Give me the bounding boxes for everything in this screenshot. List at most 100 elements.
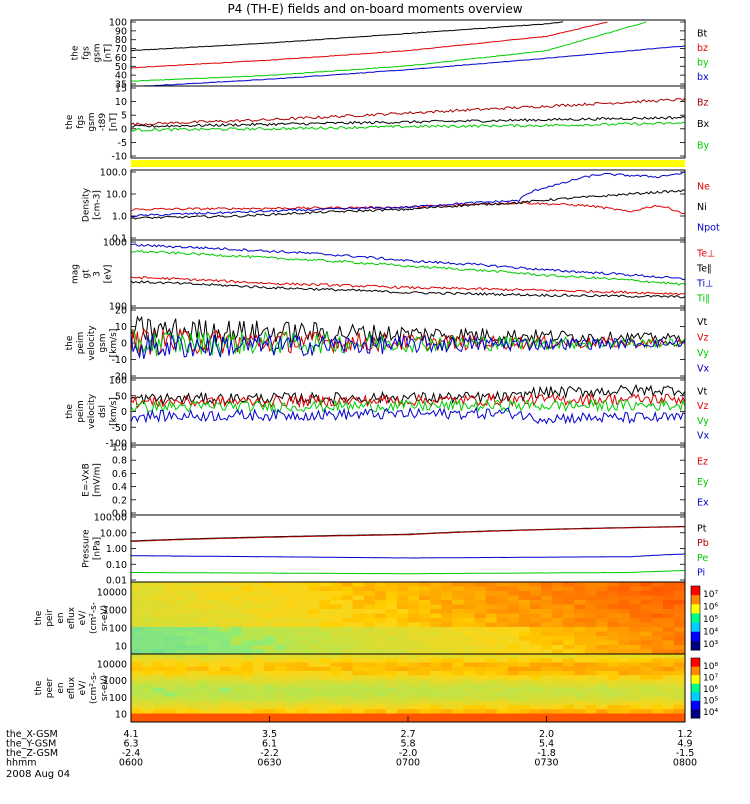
heatmap-cell <box>430 713 442 719</box>
heatmap-cell <box>131 662 143 668</box>
heatmap-cell <box>186 654 199 659</box>
heatmap-cell <box>374 618 387 624</box>
series-line-Ti⊥ <box>131 243 685 281</box>
heatmap-cell <box>385 666 398 672</box>
heatmap-cell <box>352 713 365 719</box>
heatmap-cell <box>496 658 509 664</box>
heatmap-cell <box>252 705 265 710</box>
heatmap-cell <box>297 709 309 715</box>
heatmap-cell <box>385 688 398 693</box>
heatmap-cell <box>419 683 431 689</box>
heatmap-cell <box>275 622 287 628</box>
heatmap-cell <box>297 604 309 610</box>
heatmap-cell <box>507 654 520 659</box>
ylabel-line: peim <box>76 332 86 355</box>
ytick-label: 0.6 <box>112 469 127 480</box>
heatmap-cell <box>474 613 487 619</box>
heatmap-cell <box>286 600 298 606</box>
ylabel-line: gsm <box>87 112 97 131</box>
heatmap-cell <box>286 658 298 664</box>
heatmap-cell <box>651 713 664 719</box>
colorbar-frame <box>690 585 701 651</box>
heatmap-cell <box>552 631 564 637</box>
heatmap-cell <box>142 586 154 592</box>
heatmap-cell <box>607 666 620 672</box>
colorbar-frame <box>690 657 701 719</box>
heatmap-cell <box>230 671 243 676</box>
heatmap-cell <box>142 675 154 681</box>
heatmap-cell <box>319 696 332 702</box>
heatmap-cell <box>496 696 509 702</box>
xaxis-value: 4.1 <box>123 729 138 740</box>
heatmap-cell <box>507 595 520 601</box>
heatmap-cell <box>574 700 586 706</box>
heatmap-cell <box>408 705 420 710</box>
heatmap-cell <box>552 675 564 681</box>
heatmap-cell <box>363 700 376 706</box>
heatmap-cell <box>208 640 221 646</box>
xaxis-value: 6.1 <box>262 739 277 750</box>
heatmap-cell <box>452 679 464 685</box>
heatmap-cell <box>230 654 243 659</box>
heatmap-cell <box>341 662 354 668</box>
heatmap-cell <box>662 654 675 659</box>
heatmap-cell <box>219 679 232 685</box>
heatmap-cell <box>662 713 675 719</box>
heatmap-cell <box>496 709 509 715</box>
heatmap-cell <box>142 604 154 610</box>
heatmap-cell <box>540 600 553 606</box>
heatmap-cell <box>197 609 210 615</box>
heatmap-cell <box>197 595 210 601</box>
heatmap-cell <box>208 622 221 628</box>
heatmap-cell <box>585 613 597 619</box>
heatmap-cell <box>208 582 221 588</box>
heatmap-cell <box>164 658 176 664</box>
heatmap-cell <box>308 666 320 672</box>
heatmap-cell <box>363 622 376 628</box>
heatmap-cell <box>263 604 276 610</box>
heatmap-cell <box>629 609 642 615</box>
heatmap-cell <box>662 582 675 588</box>
series-line-bx <box>138 45 685 86</box>
heatmap-cell <box>286 631 298 637</box>
series-line-Te⊥ <box>131 276 685 296</box>
heatmap-cell <box>618 654 631 659</box>
heatmap-cell <box>563 679 575 685</box>
heatmap-cell <box>175 636 187 642</box>
heatmap-cell <box>164 688 176 693</box>
heatmap-cell <box>208 696 221 702</box>
heatmap-cell <box>275 700 287 706</box>
legend-entry: Pt <box>697 523 707 534</box>
heatmap-cell <box>629 709 642 715</box>
heatmap-cell <box>518 595 531 601</box>
heatmap-cell <box>153 683 165 689</box>
heatmap-cell <box>308 683 320 689</box>
heatmap-cell <box>374 586 387 592</box>
ytick-label: 0.10 <box>106 560 127 571</box>
heatmap-cell <box>607 582 620 588</box>
heatmap-cell <box>408 696 420 702</box>
heatmap-cell <box>385 683 398 689</box>
series-line-Vx <box>131 333 685 360</box>
heatmap-cell <box>585 675 597 681</box>
heatmap-cell <box>640 717 653 722</box>
heatmap-cell <box>651 683 664 689</box>
heatmap-cell <box>474 595 487 601</box>
heatmap-cell <box>662 618 675 624</box>
heatmap-cell <box>485 636 498 642</box>
heatmap-cell <box>241 688 254 693</box>
heatmap-cell <box>540 645 553 651</box>
heatmap-cell <box>430 600 442 606</box>
heatmap-cell <box>396 649 409 654</box>
heatmap-cell <box>452 709 464 715</box>
heatmap-cell <box>441 688 453 693</box>
heatmap-cell <box>585 705 597 710</box>
heatmap-cell <box>219 675 232 681</box>
ytick-label: 90 <box>115 26 127 37</box>
panels: the fgs gsm [nT]10090807060504035Btbzbybxth… <box>34 18 720 723</box>
heatmap-cell <box>552 649 564 654</box>
legend-entry: Vt <box>697 386 707 397</box>
heatmap-cell <box>518 640 531 646</box>
heatmap-cell <box>308 618 320 624</box>
